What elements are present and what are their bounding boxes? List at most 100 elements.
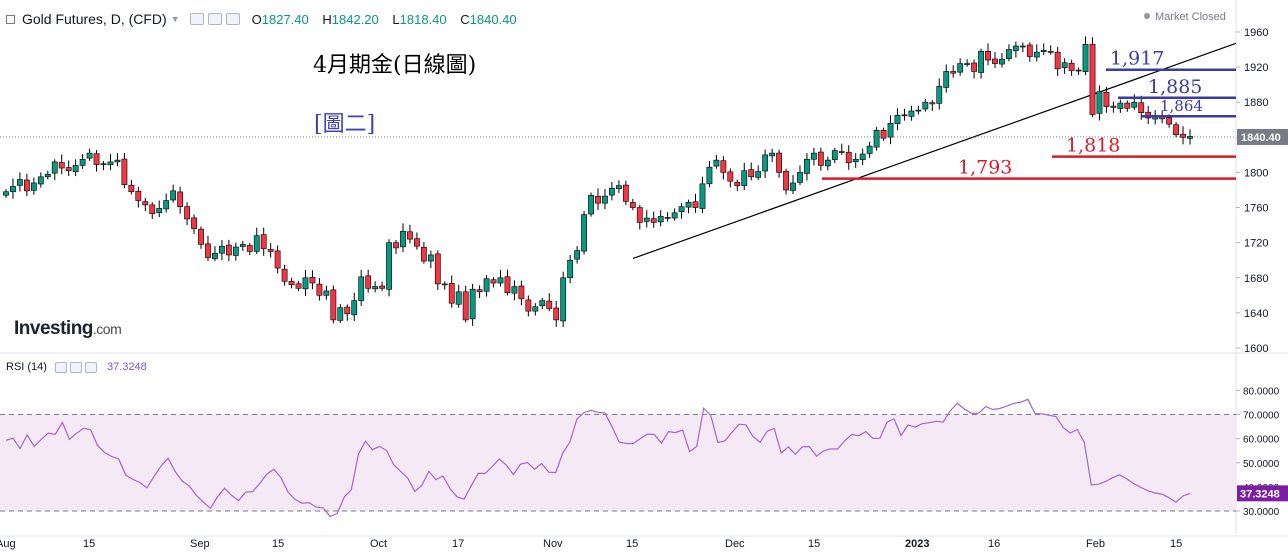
x-tick-label: Nov: [543, 538, 563, 550]
x-tick-label: 15: [1170, 538, 1182, 550]
candle-body: [602, 195, 608, 204]
candle-body: [462, 291, 469, 321]
candle-body: [44, 173, 51, 178]
candle-body: [142, 201, 149, 206]
candle-body: [525, 299, 532, 312]
candle-body: [121, 158, 128, 186]
eye-icon[interactable]: [189, 13, 204, 25]
candle-body: [302, 277, 309, 290]
symbol-title[interactable]: Gold Futures, D, (CFD): [22, 11, 167, 27]
candle-body: [253, 235, 260, 252]
investing-logo: Investing.com: [14, 318, 122, 340]
candle-body: [1089, 43, 1096, 115]
candle-body: [706, 166, 713, 185]
candle-body: [567, 259, 574, 279]
candle-body: [205, 243, 211, 258]
candle-body: [636, 207, 643, 223]
candle-body: [581, 214, 587, 252]
candle-body: [692, 201, 699, 208]
candle-body: [790, 182, 796, 191]
rsi-band: [0, 414, 1236, 511]
close-icon[interactable]: [84, 361, 97, 373]
candle-body: [420, 246, 427, 262]
candle-body: [811, 152, 817, 160]
candle-body: [845, 151, 852, 164]
price-tick-label: 1800: [1244, 167, 1268, 179]
candle-body: [755, 171, 762, 178]
trendline: [632, 42, 1237, 260]
candle-body: [337, 307, 344, 321]
candle-body: [156, 208, 163, 213]
candle-body: [887, 122, 894, 138]
rsi-label[interactable]: RSI (14): [6, 361, 47, 373]
candle-body: [748, 169, 755, 178]
candle-body: [72, 165, 79, 173]
settings-icon[interactable]: [69, 361, 82, 373]
x-tick-label: Dec: [725, 538, 745, 550]
candle-body: [393, 242, 399, 249]
logo-brand: Investing: [14, 318, 93, 339]
annotation-subtitle: [圖二]: [314, 112, 376, 137]
candle-body: [455, 291, 462, 305]
candle-body: [79, 158, 86, 166]
candle-body: [664, 217, 671, 219]
candle-body: [100, 163, 107, 165]
candle-body: [212, 252, 218, 259]
candle-body: [873, 129, 880, 148]
candle-body: [971, 62, 977, 72]
price-tick-label: 1680: [1244, 273, 1268, 285]
candle-body: [274, 250, 281, 269]
candle-body: [713, 159, 720, 167]
candle-body: [852, 158, 859, 163]
x-tick-label: 17: [452, 538, 464, 550]
low-value: 1818.40: [399, 11, 447, 27]
candle-body: [1026, 44, 1033, 57]
candle-body: [1012, 45, 1019, 51]
candle-body: [10, 186, 16, 193]
candle-body: [1131, 101, 1138, 108]
candle-body: [135, 190, 142, 201]
price-tick-label: 1640: [1244, 308, 1268, 320]
candle-body: [86, 152, 93, 159]
candle-body: [483, 278, 490, 292]
rsi-tick-label: 30.0000: [1243, 507, 1280, 518]
candle-body: [992, 58, 998, 64]
candle-body: [950, 71, 957, 74]
candle-body: [379, 285, 385, 289]
rsi-line: [5, 398, 1191, 518]
candle-body: [65, 167, 72, 171]
rsi-tick-label: 50.0000: [1243, 459, 1280, 470]
candle-body: [128, 184, 135, 193]
level-label: 1,818: [1066, 135, 1120, 157]
candle-body: [978, 50, 984, 73]
candle-body: [859, 153, 866, 161]
candle-body: [908, 110, 915, 117]
settings-icon[interactable]: [207, 13, 222, 25]
high-label: H: [322, 11, 332, 27]
candle-body: [1138, 102, 1145, 114]
eye-icon[interactable]: [54, 361, 67, 373]
candle-body: [831, 150, 838, 160]
candle-body: [1124, 102, 1131, 109]
candle-body: [880, 129, 887, 139]
candle-body: [964, 63, 971, 65]
chevron-down-icon[interactable]: ▼: [170, 14, 180, 24]
candle-body: [678, 206, 685, 213]
candle-body: [797, 172, 803, 183]
x-tick-label: 15: [808, 538, 820, 550]
candle-body: [943, 71, 950, 88]
collapse-icon[interactable]: [6, 14, 15, 24]
close-icon[interactable]: [225, 13, 240, 25]
candle-body: [762, 154, 769, 172]
candle-body: [17, 179, 23, 186]
candle-body: [1054, 51, 1061, 70]
price-tick-label: 1960: [1244, 27, 1268, 39]
candle-body: [539, 300, 546, 306]
price-tick-label: 1600: [1244, 343, 1268, 355]
candle-body: [386, 242, 392, 290]
candle-body: [504, 276, 511, 293]
candle-body: [1047, 51, 1054, 53]
rsi-value: 37.3248: [106, 361, 147, 373]
candle-body: [804, 158, 810, 174]
candle-body: [546, 300, 553, 309]
